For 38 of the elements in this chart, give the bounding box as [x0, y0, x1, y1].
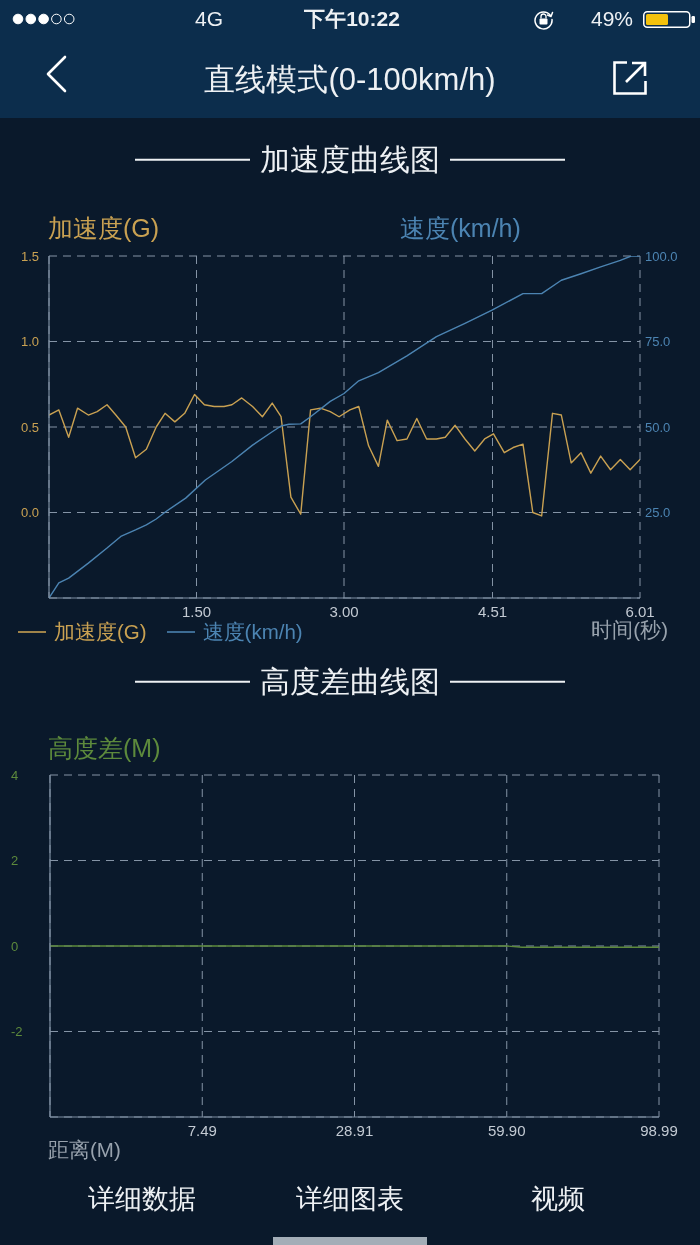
- y-tick-label: 1.5: [20, 248, 39, 264]
- y2-tick-label: 75.0: [645, 334, 671, 350]
- y-tick-label: -2: [11, 1024, 23, 1040]
- text: 4G: [195, 6, 224, 32]
- line-series: [49, 256, 640, 598]
- text: 详细数据: [88, 1184, 196, 1216]
- x-axis-title: 距离(M): [48, 1138, 121, 1162]
- y-tick-label: 0: [11, 938, 19, 954]
- y-tick-label: 4: [11, 767, 19, 783]
- line-series: [49, 393, 640, 517]
- y2-tick-label: 50.0: [645, 419, 671, 435]
- text: 视频: [531, 1184, 585, 1216]
- x-tick-label: 3.00: [329, 602, 359, 620]
- y2-axis-title: 速度(km/h): [400, 213, 521, 243]
- y-tick-label: 0.0: [20, 505, 39, 521]
- y-tick-label: 0.5: [20, 419, 39, 435]
- text: 下午10:22: [304, 6, 400, 32]
- text: 直线模式(0-100km/h): [204, 62, 496, 98]
- x-tick-label: 4.51: [477, 602, 508, 620]
- text: 详细图表: [296, 1184, 404, 1216]
- y-tick-label: 1.0: [20, 334, 39, 350]
- x-tick-label: 98.99: [640, 1121, 678, 1139]
- y-tick-label: 2: [11, 853, 19, 869]
- x-tick-label: 59.90: [487, 1121, 526, 1139]
- legend-label: 加速度(G): [54, 619, 147, 643]
- y-axis-title: 高度差(M): [48, 733, 161, 763]
- text: 49%: [591, 6, 634, 32]
- x-axis-title: 时间(秒): [591, 618, 668, 642]
- y-axis-title: 加速度(G): [48, 213, 160, 243]
- y2-tick-label: 25.0: [645, 505, 671, 521]
- legend-label: 速度(km/h): [202, 619, 303, 643]
- x-tick-label: 1.50: [181, 602, 212, 620]
- x-tick-label: 28.91: [335, 1121, 374, 1139]
- chart-title: 加速度曲线图: [260, 142, 440, 178]
- x-tick-label: 7.49: [187, 1121, 217, 1139]
- chart-title: 高度差曲线图: [260, 664, 440, 700]
- y2-tick-label: 100.0: [645, 248, 678, 264]
- x-tick-label: 6.01: [625, 602, 655, 620]
